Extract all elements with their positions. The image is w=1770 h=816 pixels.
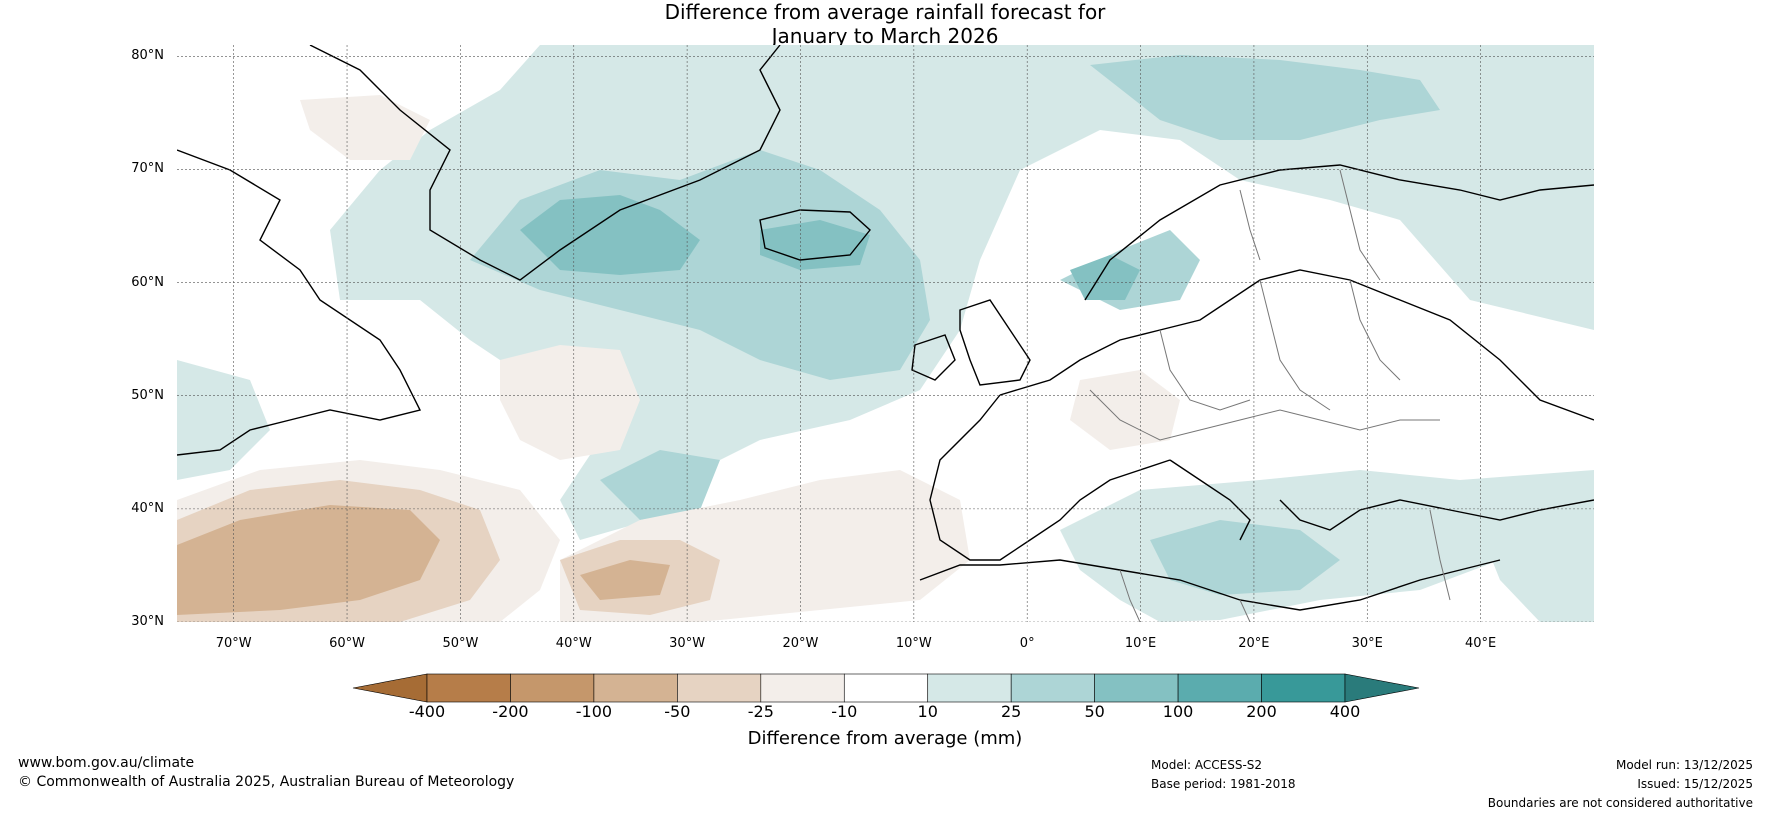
graticule (177, 45, 1594, 622)
anomaly-region-dry-strong (177, 505, 440, 615)
anomaly-region-wet-dark-iceland (760, 220, 870, 270)
colorbar-segment (760, 673, 845, 703)
footer-issued: Issued: 15/12/2025 (1637, 777, 1753, 791)
colorbar-segment (677, 673, 762, 703)
colorbar-segment (510, 673, 595, 703)
colorbar-segment (1261, 673, 1346, 703)
anomaly-region-dry-light-atlantic (500, 345, 640, 460)
anomaly-region-wet-medium-atlantic (600, 450, 720, 520)
forecast-map (177, 45, 1594, 622)
footer-disclaimer: Boundaries are not considered authoritat… (1487, 796, 1753, 810)
longitude-label: 0° (1019, 636, 1035, 651)
footer-base-period: Base period: 1981-2018 (1151, 777, 1296, 791)
coastlines (177, 45, 1594, 611)
coastline-north-africa (919, 559, 1501, 611)
longitude-label: 50°W (442, 636, 479, 651)
colorbar-segment (1094, 673, 1179, 703)
colorbar-tick-label: 25 (1000, 702, 1022, 721)
longitude-label: 20°E (1238, 636, 1270, 651)
colorbar-tick-label: -200 (492, 702, 529, 721)
colorbar-arrow-high (1344, 673, 1420, 703)
coastline-iceland (759, 209, 871, 261)
colorbar-tick-label: 50 (1084, 702, 1105, 721)
colorbar-arrow-low (352, 673, 428, 703)
colorbar-tick-label: 400 (1329, 702, 1361, 721)
latitude-label: 30°N (131, 614, 164, 629)
coastline-italy (1169, 459, 1251, 541)
border-9 (1429, 509, 1451, 601)
longitude-label: 10°W (895, 636, 932, 651)
colorbar-tick-label: -25 (747, 702, 774, 721)
coastline-labrador (177, 149, 422, 456)
title-line-2: January to March 2026 (771, 24, 999, 48)
latitude-label: 60°N (131, 274, 164, 290)
coastline-ireland (911, 334, 956, 381)
anomaly-region-wet-medium-mediterranean (1150, 520, 1340, 595)
border-8 (1239, 599, 1251, 622)
anomaly-region-wet-east (1460, 470, 1594, 622)
longitude-label: 20°W (782, 636, 819, 651)
longitude-label: 40°W (555, 636, 592, 651)
title-line-1: Difference from average rainfall forecas… (664, 0, 1106, 24)
anomaly-region-dry-light-france (1070, 370, 1180, 450)
longitude-label: 30°E (1351, 636, 1383, 651)
anomaly-region-wet-light (330, 45, 1594, 540)
colorbar-tick-label: 200 (1246, 702, 1277, 721)
colorbar-tick-label: -100 (575, 702, 613, 721)
coastline-greenland (309, 45, 781, 281)
border-1 (1089, 389, 1440, 441)
longitude-label: 60°W (329, 636, 365, 651)
border-3 (1259, 279, 1331, 411)
footer-copyright: © Commonwealth of Australia 2025, Austra… (18, 774, 515, 790)
colorbar (352, 673, 1420, 703)
colorbar-segment (1010, 673, 1095, 703)
longitude-label: 70°W (215, 636, 252, 651)
chart-title: Difference from average rainfall forecas… (0, 0, 1770, 48)
colorbar-tick-label: -400 (408, 702, 446, 721)
coastline-iberia (929, 394, 1171, 561)
colorbar-tick-label: -10 (831, 702, 858, 721)
anomaly-region-dry-light-north (300, 95, 430, 160)
border-6 (1339, 169, 1381, 281)
anomaly-region-wet-southwest (177, 360, 270, 480)
colorbar-tick-label: -50 (664, 702, 691, 721)
footer-model: Model: ACCESS-S2 (1151, 758, 1263, 772)
latitude-label: 50°N (131, 387, 164, 403)
latitude-label: 80°N (131, 48, 164, 64)
anomaly-region-wet-dark-norway (1070, 255, 1140, 300)
colorbar-tick-label: 100 (1162, 702, 1194, 721)
coastline-scandinavia (1084, 164, 1594, 301)
country-borders (1089, 169, 1451, 622)
border-2 (1159, 329, 1251, 411)
longitude-label: 10°E (1124, 636, 1157, 651)
colorbar-segment (593, 673, 678, 703)
longitude-label: 40°E (1464, 636, 1497, 651)
latitude-label: 40°N (131, 500, 164, 516)
footer-model-run: Model run: 13/12/2025 (1615, 758, 1753, 772)
longitude-label: 30°W (669, 636, 706, 651)
colorbar-segment (426, 673, 511, 703)
footer-website[interactable]: www.bom.gov.au/climate (18, 755, 195, 771)
colorbar-segment (927, 673, 1012, 703)
colorbar-segment (843, 673, 929, 703)
colorbar-tick-label: 10 (917, 702, 938, 721)
latitude-label: 70°N (131, 161, 164, 177)
anomaly-region-dry-strong-south (580, 560, 670, 600)
colorbar-segment (1177, 673, 1262, 703)
border-5 (1239, 189, 1261, 261)
border-4 (1349, 279, 1401, 381)
coastline-britain (959, 299, 1031, 386)
colorbar-label: Difference from average (mm) (747, 728, 1023, 749)
anomaly-region-wet-medium-north (1090, 55, 1440, 140)
anomaly-region-wet-dark (520, 195, 700, 275)
coastline-greece-turkey (1279, 499, 1594, 531)
border-7 (1119, 569, 1141, 622)
